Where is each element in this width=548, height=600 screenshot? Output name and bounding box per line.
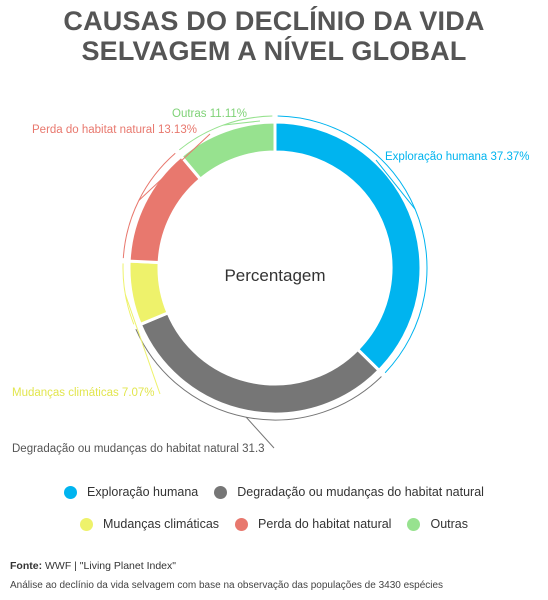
leader-mudancas-climaticas — [124, 294, 161, 395]
slice-labels: Exploração humana 37.37% Degradação ou mu… — [12, 108, 530, 455]
chart-title-line-2: SELVAGEM A NÍVEL GLOBAL — [81, 36, 467, 66]
chart-legend: Exploração humana Degradação ou mudanças … — [0, 478, 548, 542]
chart-title-line-1: CAUSAS DO DECLÍNIO DA VIDA — [63, 6, 485, 36]
legend-label: Degradação ou mudanças do habitat natura… — [237, 485, 484, 499]
leader-perda-do-habitat-natural — [138, 133, 211, 201]
label-mudancas-climaticas: Mudanças climáticas 7.07% — [12, 387, 155, 399]
legend-row: Exploração humana Degradação ou mudanças … — [0, 478, 548, 506]
leader-exploracao-humana — [375, 159, 416, 210]
legend-item-exploracao-humana[interactable]: Exploração humana — [64, 485, 198, 499]
chart-footer: Fonte: WWF | "Living Planet Index" Análi… — [10, 560, 540, 591]
label-degradacao-ou-mudancas-do-habitat-natural: Degradação ou mudanças do habitat natura… — [12, 443, 265, 455]
legend-item-outras[interactable]: Outras — [407, 517, 468, 531]
legend-label: Outras — [430, 517, 468, 531]
legend-swatch — [235, 517, 249, 531]
leader-outras — [222, 120, 261, 126]
label-perda-do-habitat-natural: Perda do habitat natural 13.13% — [32, 124, 197, 136]
source-line: Fonte: WWF | "Living Planet Index" — [10, 560, 540, 572]
source-text: WWF | "Living Planet Index" — [45, 560, 176, 572]
legend-label: Mudanças climáticas — [103, 517, 220, 531]
bracket-outras — [179, 115, 273, 151]
legend-label: Perda do habitat natural — [258, 517, 392, 531]
leader-degradacao-ou-mudancas-do-habitat-natural — [245, 416, 275, 449]
donut-chart: Exploração humana 37.37% Degradação ou mu… — [12, 108, 530, 455]
legend-item-mudancas-climaticas[interactable]: Mudanças climáticas — [80, 517, 219, 531]
slice-degradacao-ou-mudancas-do-habitat-natural[interactable] — [138, 310, 382, 416]
legend-swatch — [80, 517, 94, 531]
legend-swatch — [64, 485, 78, 499]
chart-title: CAUSAS DO DECLÍNIO DA VIDA SELVAGEM A NÍ… — [0, 6, 548, 66]
footnote: Análise ao declínio da vida selvagem com… — [10, 580, 444, 591]
legend-swatch — [407, 517, 421, 531]
label-leader-lines — [122, 115, 428, 449]
donut-center-label: Percentagem — [224, 266, 325, 285]
legend-swatch — [214, 485, 228, 499]
label-exploracao-humana: Exploração humana 37.37% — [385, 151, 530, 163]
legend-label: Exploração humana — [87, 485, 199, 499]
source-label: Fonte: — [10, 560, 43, 572]
legend-row: Mudanças climáticas Perda do habitat natu… — [0, 510, 548, 538]
slice-outras[interactable] — [179, 120, 277, 182]
slice-perda-do-habitat-natural[interactable] — [127, 154, 203, 265]
bracket-degradacao-ou-mudancas-do-habitat-natural — [135, 328, 382, 421]
slice-mudancas-climaticas[interactable] — [127, 259, 170, 327]
legend-item-perda-do-habitat-natural[interactable]: Perda do habitat natural — [235, 517, 391, 531]
label-outras: Outras 11.11% — [172, 108, 247, 120]
donut-slices — [127, 120, 423, 416]
legend-item-degradacao-ou-mudancas-do-habitat-natural[interactable]: Degradação ou mudanças do habitat natura… — [214, 485, 484, 499]
